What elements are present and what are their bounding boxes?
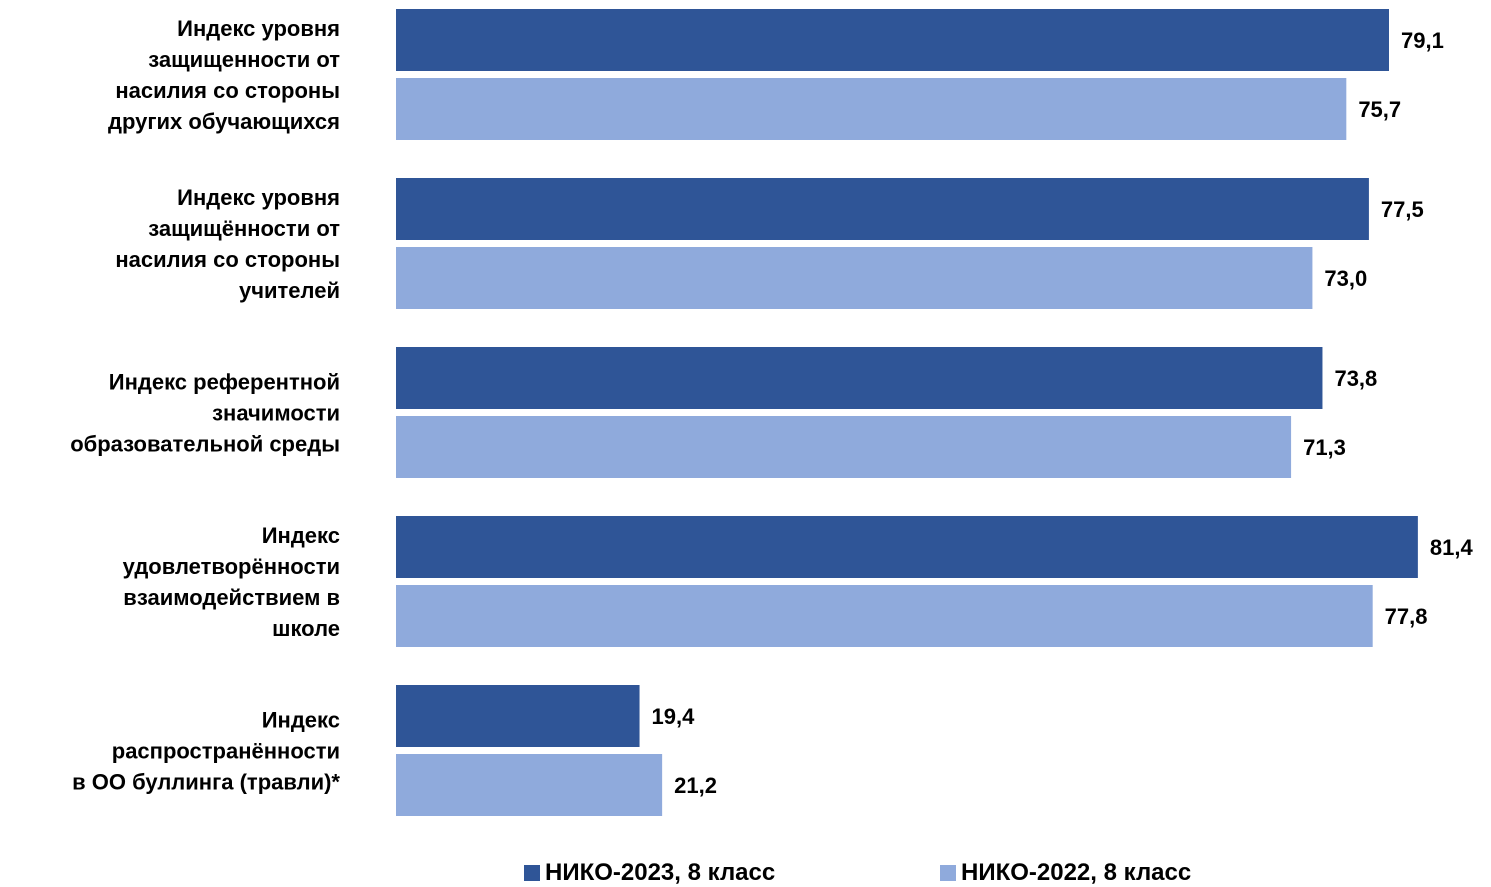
- data-label-2022-cat-5: 21,2: [674, 773, 717, 798]
- category-label-line: Индекс референтной: [109, 370, 340, 395]
- data-label-2023-cat-1: 79,1: [1401, 28, 1444, 53]
- category-label-line: удовлетворённости: [123, 554, 340, 579]
- category-label-4: Индекс удовлетворённости взаимодействием в…: [123, 523, 340, 641]
- legend-swatch-2022: [940, 865, 956, 881]
- category-label-line: взаимодействием в: [123, 585, 340, 610]
- category-label-line: школе: [272, 616, 340, 641]
- bar-2023-cat-1: [396, 9, 1389, 71]
- category-label-line: Индекс уровня: [177, 16, 340, 41]
- bar-2023-cat-3: [396, 347, 1323, 409]
- category-label-line: насилия со стороны: [115, 78, 340, 103]
- category-label-2: Индекс уровня защищённости от насилия со с…: [115, 185, 340, 303]
- data-label-2023-cat-3: 73,8: [1334, 366, 1377, 391]
- data-label-2022-cat-2: 73,0: [1324, 266, 1367, 291]
- category-label-line: учителей: [239, 278, 340, 303]
- bar-2022-cat-2: [396, 247, 1313, 309]
- category-label-line: в ОО буллинга (травли)*: [72, 770, 340, 795]
- legend-swatch-2023: [524, 865, 540, 881]
- data-label-2023-cat-4: 81,4: [1430, 535, 1474, 560]
- category-label-1: Индекс уровня защищенности от насилия со с…: [108, 16, 340, 134]
- category-label-line: значимости: [212, 401, 340, 426]
- bar-2022-cat-3: [396, 416, 1292, 478]
- bar-2022-cat-1: [396, 78, 1347, 140]
- category-label-line: Индекс уровня: [177, 185, 340, 210]
- category-label-line: насилия со стороны: [115, 247, 340, 272]
- bar-2023-cat-5: [396, 685, 640, 747]
- category-label-5: Индекс распространённости в ОО буллинга (т…: [72, 708, 340, 795]
- category-label-3: Индекс референтной значимости образователь…: [70, 370, 340, 457]
- bar-2023-cat-4: [396, 516, 1418, 578]
- legend: НИКО-2023, 8 класс НИКО-2022, 8 класс: [0, 848, 1491, 886]
- category-label-line: других обучающихся: [108, 109, 340, 134]
- bar-2022-cat-4: [396, 585, 1373, 647]
- data-label-2023-cat-5: 19,4: [652, 704, 696, 729]
- category-label-line: защищённости от: [148, 216, 340, 241]
- category-label-line: образовательной среды: [70, 432, 340, 457]
- data-label-2022-cat-4: 77,8: [1385, 604, 1428, 629]
- data-label-2022-cat-3: 71,3: [1303, 435, 1346, 460]
- category-label-line: защищенности от: [148, 47, 340, 72]
- legend-label-2023: НИКО-2023, 8 класс: [545, 859, 776, 886]
- data-label-2023-cat-2: 77,5: [1381, 197, 1424, 222]
- legend-item-2023: НИКО-2023, 8 класс: [524, 859, 775, 887]
- category-label-line: распространённости: [112, 739, 340, 764]
- legend-label-2022: НИКО-2022, 8 класс: [961, 859, 1192, 886]
- category-label-line: Индекс: [262, 523, 340, 548]
- data-label-2022-cat-1: 75,7: [1358, 97, 1401, 122]
- legend-item-2022: НИКО-2022, 8 класс: [940, 859, 1191, 887]
- bar-2023-cat-2: [396, 178, 1369, 240]
- bar-2022-cat-5: [396, 754, 663, 816]
- category-label-line: Индекс: [262, 708, 340, 733]
